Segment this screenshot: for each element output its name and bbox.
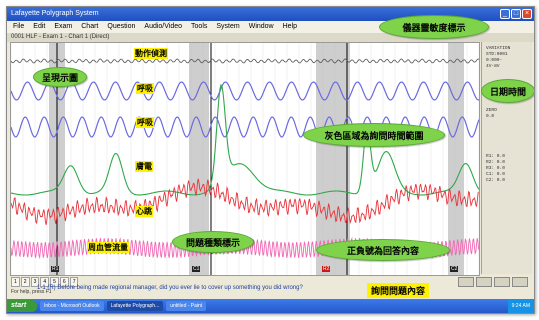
- breath-trace-upper: [11, 81, 479, 101]
- question-marker[interactable]: R1: [51, 266, 60, 272]
- status-cell[interactable]: 3: [30, 277, 40, 287]
- chart-subtitle: 0001 HLF - Exam 1 - Chart 1 (Direct): [11, 34, 110, 40]
- callout-gray-zone: 灰色區域為詢問時間範圍: [303, 123, 445, 147]
- system-tray-clock: 9:24 AM: [507, 299, 534, 313]
- playback-controls: [458, 277, 528, 287]
- maximize-button[interactable]: □: [511, 9, 521, 19]
- track-label-breath-upper: 呼吸: [136, 83, 154, 94]
- prev-page-button[interactable]: [476, 277, 492, 287]
- taskbar-item-polygraph[interactable]: Lafayette Polygraph...: [106, 301, 164, 311]
- callout-chart-canvas: 呈現示圖: [33, 67, 87, 87]
- menu-audio-video[interactable]: Audio/Video: [144, 23, 183, 30]
- menu-window[interactable]: Window: [248, 23, 274, 30]
- taskbar: start Inbox - Microsoft Outlook Lafayett…: [7, 299, 534, 313]
- menu-tools[interactable]: Tools: [191, 23, 208, 30]
- menu-exam[interactable]: Exam: [54, 23, 73, 30]
- track-label-cardio: 心跳: [135, 206, 153, 217]
- question-zone-2: [189, 43, 209, 275]
- callout-sensitivity: 儀器靈敏度標示: [379, 15, 489, 39]
- track-label-breath-lower: 呼吸: [136, 117, 154, 128]
- status-help: For help, press F1: [11, 289, 52, 295]
- question-zone-4: [448, 43, 464, 275]
- menu-file[interactable]: File: [13, 23, 25, 30]
- last-page-button[interactable]: [512, 277, 528, 287]
- sensitivity-panel: VARIATION STD:0001 0:000- 4V-8V OFF:3/16…: [481, 42, 532, 274]
- menu-edit[interactable]: Edit: [33, 23, 46, 30]
- question-marker[interactable]: C2: [450, 266, 459, 272]
- panel-line: ZERO: [486, 108, 497, 113]
- panel-line: C1: 0.0: [486, 172, 505, 177]
- callout-question-marker: 問題種類標示: [172, 231, 254, 253]
- polygraph-chart[interactable]: 動作偵測 呼吸 呼吸 膚電 心跳 周血管流量 R1 C1 R2 C2 呈現示圖 …: [10, 42, 480, 276]
- start-button[interactable]: start: [7, 300, 37, 312]
- close-button[interactable]: ×: [522, 9, 532, 19]
- question-text: 1-1 (R) Before being made regional manag…: [37, 285, 303, 291]
- callout-question-content: 詢問問題內容: [367, 283, 430, 298]
- menu-help[interactable]: Help: [282, 23, 298, 30]
- panel-line: 4V-8V: [486, 64, 500, 69]
- track-label-gsr: 膚電: [135, 161, 153, 172]
- cardio-trace: [11, 178, 479, 225]
- status-bar: 1 2 3 4 5 6 7: [7, 276, 534, 287]
- motion-trace: [11, 58, 479, 64]
- menu-question[interactable]: Question: [107, 23, 136, 30]
- panel-line: R3: 0.0: [486, 166, 505, 171]
- question-marker[interactable]: R2: [322, 266, 331, 272]
- app-window: Lafayette Polygraph System _ □ × File Ed…: [6, 6, 535, 314]
- chart-number-cells: 1 2 3 4 5 6 7: [11, 277, 79, 287]
- first-page-button[interactable]: [458, 277, 474, 287]
- question-zone-3: [316, 43, 350, 275]
- panel-line: 0:000-: [486, 58, 503, 63]
- panel-line: R2: 0.0: [486, 160, 505, 165]
- track-label-vasomotor: 周血管流量: [87, 242, 129, 253]
- panel-line: 0.0: [486, 114, 495, 119]
- window-title: Lafayette Polygraph System: [11, 10, 99, 17]
- taskbar-item-outlook[interactable]: Inbox - Microsoft Outlook: [40, 301, 104, 311]
- status-cell[interactable]: 5: [50, 277, 59, 287]
- panel-line: R1: 0.0: [486, 154, 505, 159]
- callout-datetime: 日期時間: [481, 79, 534, 103]
- status-cell[interactable]: 1: [11, 277, 20, 287]
- chart-subtitle-bar: 0001 HLF - Exam 1 - Chart 1 (Direct): [7, 33, 534, 42]
- panel-line: VARIATION: [486, 46, 511, 51]
- gsr-trace: [11, 83, 479, 196]
- callout-answer-sign: 正負號為回答內容: [316, 239, 450, 261]
- panel-line: STD:0001: [486, 52, 508, 57]
- panel-line: C2: 0.0: [486, 178, 505, 183]
- minimize-button[interactable]: _: [500, 9, 510, 19]
- status-cell[interactable]: 6: [59, 277, 69, 287]
- track-label-motion: 動作偵測: [134, 48, 168, 59]
- menu-chart[interactable]: Chart: [81, 23, 99, 30]
- question-marker[interactable]: C1: [192, 266, 201, 272]
- status-cell[interactable]: 2: [20, 277, 30, 287]
- status-cell[interactable]: 7: [69, 277, 79, 287]
- next-page-button[interactable]: [494, 277, 510, 287]
- status-cell[interactable]: 4: [40, 277, 50, 287]
- menu-system[interactable]: System: [216, 23, 240, 30]
- taskbar-item-paint[interactable]: untitled - Paint: [166, 301, 207, 311]
